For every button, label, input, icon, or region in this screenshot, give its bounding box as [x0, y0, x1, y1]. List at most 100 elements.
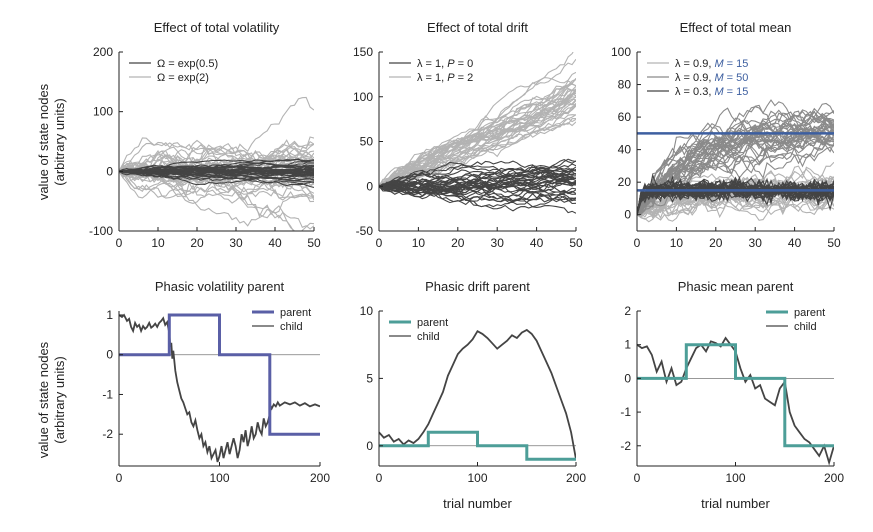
series-line-0 [119, 171, 314, 230]
series-parent [637, 343, 834, 448]
x-tick-label: 20 [190, 236, 204, 250]
y-tick-label: 80 [618, 78, 632, 92]
series-line-2 [637, 179, 834, 215]
y-tick-label: 0 [106, 164, 113, 178]
legend-entry: Ω = exp(0.5) [157, 58, 218, 70]
legend: λ = 0.9, M = 15 λ = 0.9, M = 50 λ = 0.3, M… [647, 58, 748, 98]
plot-area [637, 99, 834, 223]
legend-entry: λ = 0.9, M = 15 [675, 58, 748, 70]
y-tick-label: 20 [618, 175, 632, 189]
series-line-1 [379, 158, 576, 187]
y-tick-label: 100 [611, 45, 631, 59]
x-tick-label: 200 [566, 471, 586, 485]
legend-entry: λ = 0.9, M = 50 [675, 72, 748, 84]
x-tick-label: 0 [634, 471, 641, 485]
x-tick-label: 30 [491, 236, 505, 250]
legend: parent child [389, 317, 448, 343]
x-tick-label: 30 [229, 236, 243, 250]
y-tick-label: -2 [620, 439, 631, 453]
series-child [379, 328, 576, 460]
legend-entry: parent [794, 307, 825, 319]
legend: parent child [766, 307, 825, 333]
y-tick-label: 0 [366, 179, 373, 193]
series-line-1 [637, 102, 834, 216]
series-line-1 [119, 160, 314, 174]
series-parent [119, 313, 320, 436]
series-line-1 [379, 169, 576, 187]
series-line-0 [119, 168, 314, 204]
y-tick-label: 200 [93, 45, 113, 59]
series-line-1 [379, 168, 576, 189]
series-child [119, 313, 320, 463]
legend-entry: child [280, 321, 303, 333]
x-axis-label: trial number [443, 496, 512, 511]
y-tick-label: 0 [624, 208, 631, 222]
y-tick-label: -1 [620, 405, 631, 419]
legend: parent child [252, 307, 311, 333]
x-tick-label: 40 [530, 236, 544, 250]
y-tick-label: 1 [624, 338, 631, 352]
series-line-1 [379, 172, 576, 193]
panel-p5: 0 100 200 0 5 10 Phasic drift parent trial numb… [360, 279, 587, 511]
series-line-0 [379, 118, 576, 187]
series-line-0 [379, 95, 576, 187]
legend: λ = 1, P = 0 λ = 1, P = 2 [389, 58, 473, 84]
x-tick-label: 40 [788, 236, 802, 250]
series-line-1 [379, 183, 576, 205]
series-line-0 [379, 114, 576, 187]
x-tick-label: 50 [827, 236, 841, 250]
plot-area [637, 336, 834, 466]
y-tick-label: 150 [353, 45, 373, 59]
y-tick-label: -50 [356, 224, 374, 238]
y-tick-label: 2 [624, 304, 631, 318]
x-tick-label: 50 [569, 236, 583, 250]
y-tick-label: 10 [360, 304, 374, 318]
series-line-1 [637, 134, 834, 216]
series-line-1 [119, 166, 314, 177]
ylabel-top-line1: value of state nodes [36, 83, 51, 200]
x-tick-label: 30 [749, 236, 763, 250]
panel-p3: 0 10 20 30 40 50 0 20 40 60 80 100 Effect of total m… [611, 20, 841, 250]
x-tick-label: 50 [307, 236, 321, 250]
series-line-1 [379, 181, 576, 214]
x-tick-label: 200 [310, 471, 330, 485]
x-tick-label: 0 [376, 236, 383, 250]
plot-area [379, 52, 576, 214]
x-tick-label: 10 [412, 236, 426, 250]
x-tick-label: 10 [151, 236, 165, 250]
y-tick-label: 100 [353, 90, 373, 104]
ylabel-top-line2: (arbitrary units) [52, 98, 67, 185]
x-tick-label: 10 [670, 236, 684, 250]
series-line-1 [119, 162, 314, 173]
series-line-2 [637, 180, 834, 215]
series-line-2 [637, 173, 834, 215]
legend-entry: λ = 1, P = 0 [417, 58, 473, 70]
chart-title: Phasic mean parent [678, 279, 794, 294]
y-tick-label: 5 [366, 371, 373, 385]
x-tick-label: 0 [116, 471, 123, 485]
series-line-0 [119, 146, 314, 172]
legend: Ω = exp(0.5) Ω = exp(2) [129, 58, 218, 84]
y-tick-label: -2 [102, 427, 113, 441]
series-line-1 [637, 137, 834, 216]
ylabel-bottom-line2: (arbitrary units) [52, 356, 67, 443]
x-tick-label: 100 [209, 471, 229, 485]
series-parent [379, 430, 576, 461]
ylabel-bottom-line1: value of state nodes [36, 341, 51, 458]
series-line-0 [379, 88, 576, 187]
plot-area [119, 96, 314, 231]
y-tick-label: 100 [93, 105, 113, 119]
chart-title: Effect of total mean [680, 20, 792, 35]
chart-title: Phasic volatility parent [155, 279, 285, 294]
y-tick-label: -1 [102, 387, 113, 401]
x-tick-label: 100 [725, 471, 745, 485]
legend-entry: child [794, 321, 817, 333]
series-line-1 [119, 166, 314, 175]
series-line-0 [119, 170, 314, 227]
y-tick-label: 0 [366, 439, 373, 453]
chart-title: Effect of total drift [427, 20, 528, 35]
y-tick-label: 1 [106, 308, 113, 322]
y-tick-label: 40 [618, 143, 632, 157]
